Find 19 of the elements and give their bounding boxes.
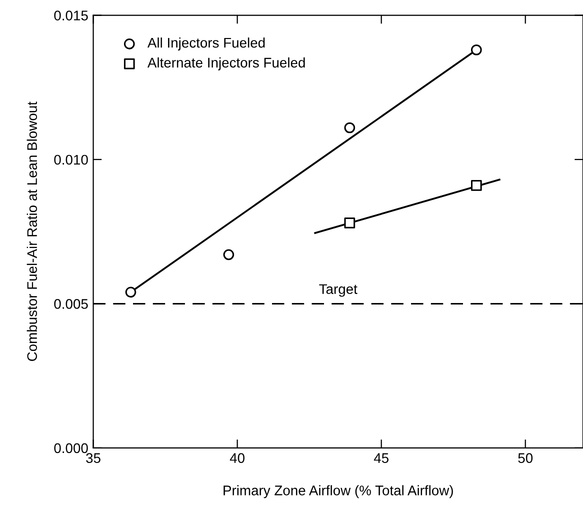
legend-label: Alternate Injectors Fueled [147,57,305,70]
legend-label: All Injectors Fueled [147,37,265,50]
y-tick-label: 0.015 [54,10,88,20]
x-tick-label: 40 [230,453,244,463]
y-tick-label: 0.000 [54,443,88,454]
point [125,286,136,298]
point [344,122,356,134]
ref-line-label: Target [319,284,358,297]
point [344,218,356,228]
x-tick-label: 45 [374,453,388,463]
x-axis-title: Primary Zone Airflow (% Total Airflow) [224,485,453,498]
point [223,249,234,260]
y-tick-label: 0.005 [54,299,88,309]
x-tick-label: 50 [518,453,533,463]
point [470,44,482,56]
y-axis-title: Combustor Fuel-Air Ratio at Lean Blowout [26,102,38,361]
x-tick-label: 35 [86,453,100,463]
point [470,180,482,191]
y-tick-label: 0.010 [54,154,88,165]
